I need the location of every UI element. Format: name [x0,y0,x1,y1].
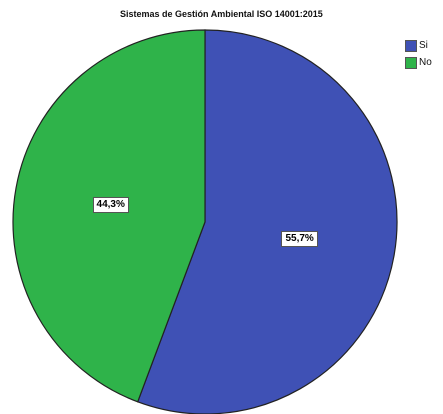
legend-label-si: Si [419,40,428,51]
legend-item-no: No [405,54,432,71]
data-label-no: 44,3% [92,196,129,213]
pie-slices [12,29,398,414]
legend-item-si: Si [405,37,432,54]
chart-title: Sistemas de Gestión Ambiental ISO 14001:… [120,9,323,19]
pie-slice-si [136,29,398,414]
legend-label-no: No [419,57,432,68]
pie-slice-no [12,29,206,403]
legend-swatch-si [405,39,417,52]
data-label-si: 55,7% [281,231,318,248]
legend-swatch-no [405,56,417,69]
legend: Si No [405,37,432,71]
